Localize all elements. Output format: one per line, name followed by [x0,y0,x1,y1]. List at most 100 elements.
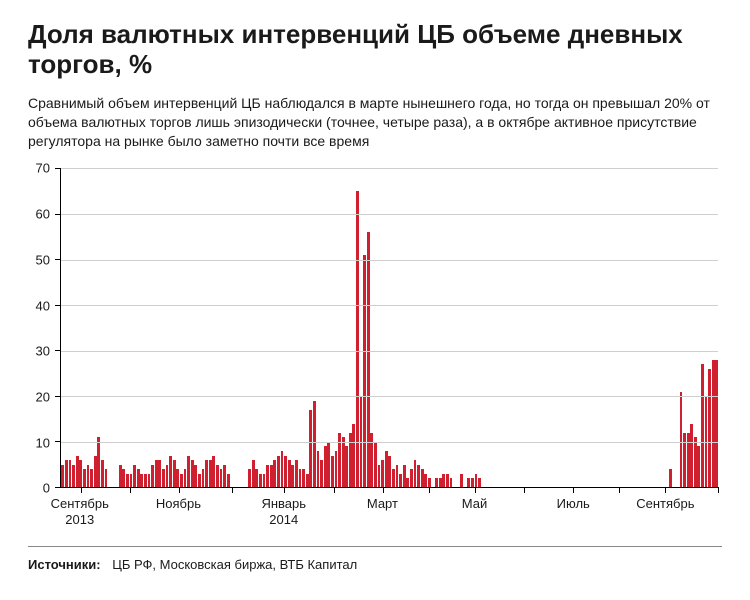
bar [324,446,327,487]
y-tick-mark [55,396,61,397]
x-tick-label: Ноябрь [156,496,201,512]
x-tick-label: Сентябрь2013 [51,496,109,527]
y-tick-label: 30 [36,344,50,359]
bar [715,360,718,488]
bar [252,460,255,487]
x-tick-label: Январь2014 [261,496,306,527]
bar [475,474,478,488]
bar [259,474,262,488]
bar [299,469,302,487]
bar [270,465,273,488]
bar [266,465,269,488]
bar [680,392,683,488]
bar [101,460,104,487]
bar [356,191,359,487]
sources-label: Источники: [28,557,101,572]
bar [248,469,251,487]
bar [701,364,704,487]
bar [435,478,438,487]
bar [148,474,151,488]
bar [162,469,165,487]
bar [79,460,82,487]
bar [417,465,420,488]
y-tick-mark [55,487,61,488]
bar [133,465,136,488]
x-tick-mark [524,487,525,493]
bar [69,460,72,487]
bar [306,474,309,488]
y-tick-mark [55,168,61,169]
gridline [61,396,718,397]
y-tick-label: 20 [36,390,50,405]
gridline [61,305,718,306]
bar [61,465,64,488]
chart-subtitle: Сравнимый объем интервенций ЦБ наблюдалс… [28,94,722,151]
bar [130,474,133,488]
bar [65,460,68,487]
gridline [61,260,718,261]
bar [403,465,406,488]
y-tick-label: 50 [36,252,50,267]
bar [669,469,672,487]
bar [76,456,79,488]
bar [216,465,219,488]
bar [205,460,208,487]
bar [446,474,449,488]
x-tick-mark [475,487,476,493]
x-tick-mark [334,487,335,493]
x-tick-label: Май [462,496,487,512]
bar [209,460,212,487]
y-tick-mark [55,350,61,351]
bar [317,451,320,487]
bar [363,255,366,487]
bar [313,401,316,488]
bar [220,469,223,487]
bar [273,460,276,487]
bar [176,469,179,487]
y-tick-mark [55,305,61,306]
bar [202,469,205,487]
bar [424,474,427,488]
x-tick-label: Июль [557,496,590,512]
y-tick-label: 0 [43,481,50,496]
bar [291,465,294,488]
bar [166,465,169,488]
y-tick-label: 10 [36,435,50,450]
bars-container [61,168,718,487]
bar [119,465,122,488]
bar [87,465,90,488]
gridline [61,442,718,443]
x-tick-mark [284,487,285,493]
bar [378,465,381,488]
plot-area [60,168,718,488]
bar [697,446,700,487]
bar [198,474,201,488]
bar [191,460,194,487]
x-tick-mark [232,487,233,493]
bar [335,451,338,487]
bar [478,478,481,487]
bar [263,474,266,488]
bar [690,424,693,488]
bar [439,478,442,487]
chart-title: Доля валютных интервенций ЦБ объеме днев… [28,20,722,80]
y-tick-mark [55,259,61,260]
bar [331,456,334,488]
bar [392,469,395,487]
bar [173,460,176,487]
bar [708,369,711,487]
bar [374,442,377,488]
gridline [61,168,718,169]
y-tick-mark [55,214,61,215]
bar [284,456,287,488]
bar [352,424,355,488]
bar [367,232,370,487]
x-tick-label: Сентябрь [636,496,694,512]
bar [90,469,93,487]
bar [137,469,140,487]
bar [450,478,453,487]
bar [712,360,715,488]
bar [421,469,424,487]
bar [320,460,323,487]
bar [385,451,388,487]
